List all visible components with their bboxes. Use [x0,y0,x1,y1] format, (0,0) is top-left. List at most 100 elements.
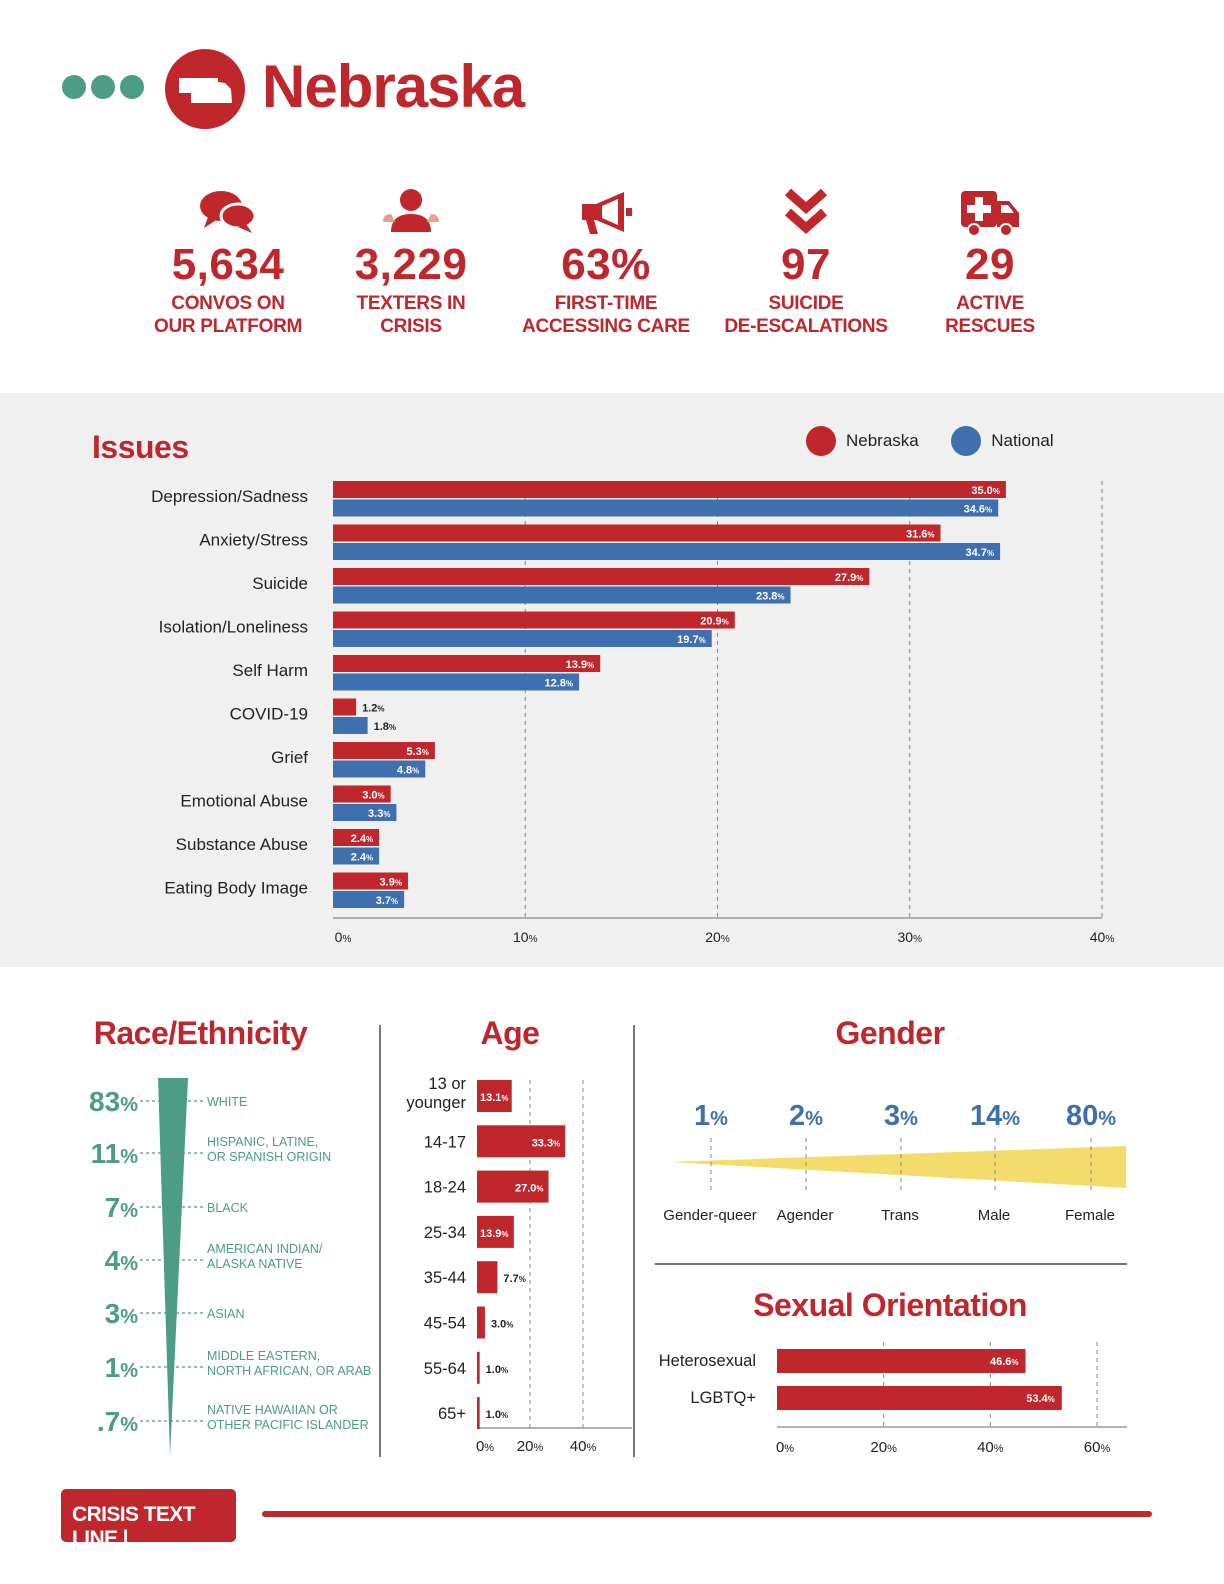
orientation-category-label: Heterosexual [659,1352,756,1370]
double-chevron-down-icon [785,188,827,235]
bar-national [333,499,999,517]
age-category-label: 55-64 [424,1360,466,1378]
stat-value: 63% [561,240,651,289]
race-label: BLACK [207,1201,249,1215]
data-label: 3.0% [362,790,384,802]
age-title: Age [480,1015,540,1051]
issues-title: Issues [92,429,189,465]
gender-percent: 1% [694,1100,728,1132]
data-label: 4.8% [397,765,419,777]
race-percent: 7% [105,1192,139,1223]
category-label: COVID-19 [230,705,308,724]
x-tick-label: 0% [335,929,352,945]
age-category-label: 18-24 [424,1179,466,1197]
category-label: Anxiety/Stress [199,531,308,550]
race-percent: 3% [105,1298,139,1329]
data-label: 1.8% [374,721,396,733]
bar-nebraska [333,872,408,890]
race-label: OTHER PACIFIC ISLANDER [207,1418,369,1432]
category-label: Emotional Abuse [180,792,308,811]
legend-label-nebraska: Nebraska [846,431,919,450]
data-label: 3.3% [368,808,390,820]
race-label: NORTH AFRICAN, OR ARAB [207,1364,371,1378]
stat-deescalations: 97 SUICIDE DE-ESCALATIONS [706,188,906,338]
bar-nebraska [333,742,435,759]
data-label: 1.2% [362,703,384,715]
bar-nebraska [333,481,1006,498]
orientation-title: Sexual Orientation [753,1287,1027,1323]
footer-rule [262,1511,1152,1517]
race-percent: .7% [97,1406,138,1437]
stat-label: SUICIDE DE-ESCALATIONS [724,293,888,337]
data-label: 31.6% [906,529,935,541]
stat-label: FIRST-TIME ACCESSING CARE [522,293,690,337]
bar-nebraska [333,785,391,803]
race-label: ASIAN [207,1307,245,1321]
bar-nebraska [333,698,357,716]
divider [633,1025,635,1457]
race-label: NATIVE HAWAIIAN OR [207,1403,338,1417]
x-tick-label: 40% [977,1439,1004,1456]
stat-label: ACTIVE RESCUES [945,293,1035,337]
age-category-label: younger [406,1094,466,1112]
data-label: 5.3% [406,746,428,758]
age-bar [477,1125,566,1158]
bar-nebraska [333,829,380,846]
race-chart: 83% WHITE 11% HISPANIC, LATINE,OR SPANISH O… [89,1078,371,1456]
age-category-label: 13 or [428,1075,466,1093]
category-label: Suicide [252,574,308,593]
issues-legend: Nebraska National [806,426,1054,456]
data-label: 13.9% [566,659,595,671]
issues-panel: Issues Nebraska National 0% 10% 20% 30% 40% D… [0,393,1224,967]
x-tick-label: 40% [1090,929,1115,945]
gender-title: Gender [835,1015,945,1051]
x-tick-label: 60% [1084,1439,1111,1456]
race-title: Race/Ethnicity [93,1015,308,1051]
stat-first-time: 63% FIRST-TIME ACCESSING CARE [506,188,706,338]
divider [379,1025,381,1457]
category-label: Self Harm [232,661,308,680]
data-label: 3.9% [380,877,402,889]
category-label: Isolation/Loneliness [159,618,308,637]
stat-label: TEXTERS IN CRISIS [356,293,466,337]
stat-value: 3,229 [354,240,468,289]
category-label: Eating Body Image [164,879,308,898]
bar-national [333,847,380,865]
data-label: 46.6% [990,1356,1019,1368]
three-dots-icon [62,75,149,104]
bar-national [333,586,791,604]
age-category-label: 35-44 [424,1269,466,1287]
bar-nebraska [333,568,870,585]
stat-value: 29 [965,240,1015,289]
age-category-label: 14-17 [424,1133,466,1151]
bar-nebraska [333,611,735,629]
data-label: 34.6% [964,504,993,516]
data-label: 2.4% [351,852,373,864]
issues-chart: 0% 10% 20% 30% 40% Depression/Sadness 35.0% 34.… [151,481,1115,945]
race-label: HISPANIC, LATINE, [207,1135,318,1149]
ambulance-icon [961,191,1019,237]
orientation-chart: 0% 20% 40% 60% Heterosexual 46.6% LGBTQ+ 53.4% [659,1342,1127,1456]
orientation-bar [777,1386,1062,1410]
age-category-label: 65+ [438,1405,466,1423]
x-tick-label: 20% [517,1438,544,1455]
gender-chart: 1% Gender-queer 2% Agender 3% Trans 14% Male 80%… [663,1100,1126,1224]
orientation-category-label: LGBTQ+ [690,1389,756,1407]
data-label: 2.4% [351,833,373,845]
bar-national [333,717,368,734]
data-label: 1.0% [486,1409,508,1421]
age-bar [477,1215,514,1248]
age-bar [477,1351,480,1384]
age-category-label: 45-54 [424,1315,466,1333]
data-label: 34.7% [966,547,995,559]
x-tick-label: 0% [476,1438,494,1455]
x-tick-label: 40% [570,1438,597,1455]
data-label: 20.9% [700,616,729,628]
data-label: 3.7% [376,895,398,907]
age-bar [477,1306,485,1339]
gender-percent: 14% [970,1100,1020,1132]
stat-value: 97 [781,240,831,289]
bar-nebraska [333,655,601,672]
bar-nebraska [333,524,941,542]
